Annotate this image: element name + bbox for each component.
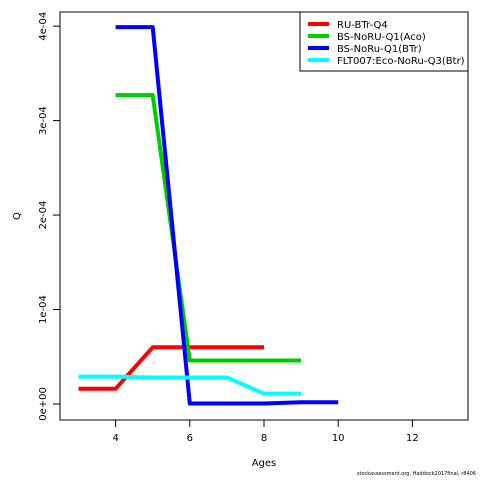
legend-label-2: BS-NoRu-Q1(BTr) <box>337 44 422 55</box>
y-axis-title: Q <box>12 212 23 220</box>
series-line-2 <box>115 25 339 406</box>
x-axis-title: Ages <box>252 458 277 469</box>
y-tick-label-1: 1e-04 <box>38 295 49 324</box>
x-tick-label-0: 4 <box>112 433 118 444</box>
series-layer <box>78 25 339 406</box>
series-line-0 <box>78 345 264 391</box>
legend-label-1: BS-NoRU-Q1(Aco) <box>337 32 426 43</box>
y-tick-label-2: 2e-04 <box>38 201 49 230</box>
x-axis: 4 6 8 10 12 <box>112 420 419 444</box>
legend: RU-BTr-Q4BS-NoRU-Q1(Aco)BS-NoRu-Q1(BTr)F… <box>299 11 469 72</box>
x-tick-label-4: 12 <box>406 433 419 444</box>
x-tick-label-1: 6 <box>187 433 193 444</box>
x-tick-label-3: 10 <box>332 433 345 444</box>
series-line-3 <box>78 374 302 396</box>
series-line-1 <box>115 93 302 363</box>
y-tick-label-3: 3e-04 <box>38 106 49 135</box>
footer-note: stockassessment.org, Haddock2017final, r… <box>356 471 476 477</box>
legend-label-3: FLT007:Eco-NoRu-Q3(Btr) <box>337 56 465 67</box>
y-tick-label-4: 4e-04 <box>38 12 49 41</box>
y-tick-label-0: 0e+00 <box>38 387 49 421</box>
legend-label-0: RU-BTr-Q4 <box>337 20 388 31</box>
y-axis: 0e+00 1e-04 2e-04 3e-04 4e-04 <box>38 12 60 421</box>
x-tick-label-2: 8 <box>261 433 267 444</box>
